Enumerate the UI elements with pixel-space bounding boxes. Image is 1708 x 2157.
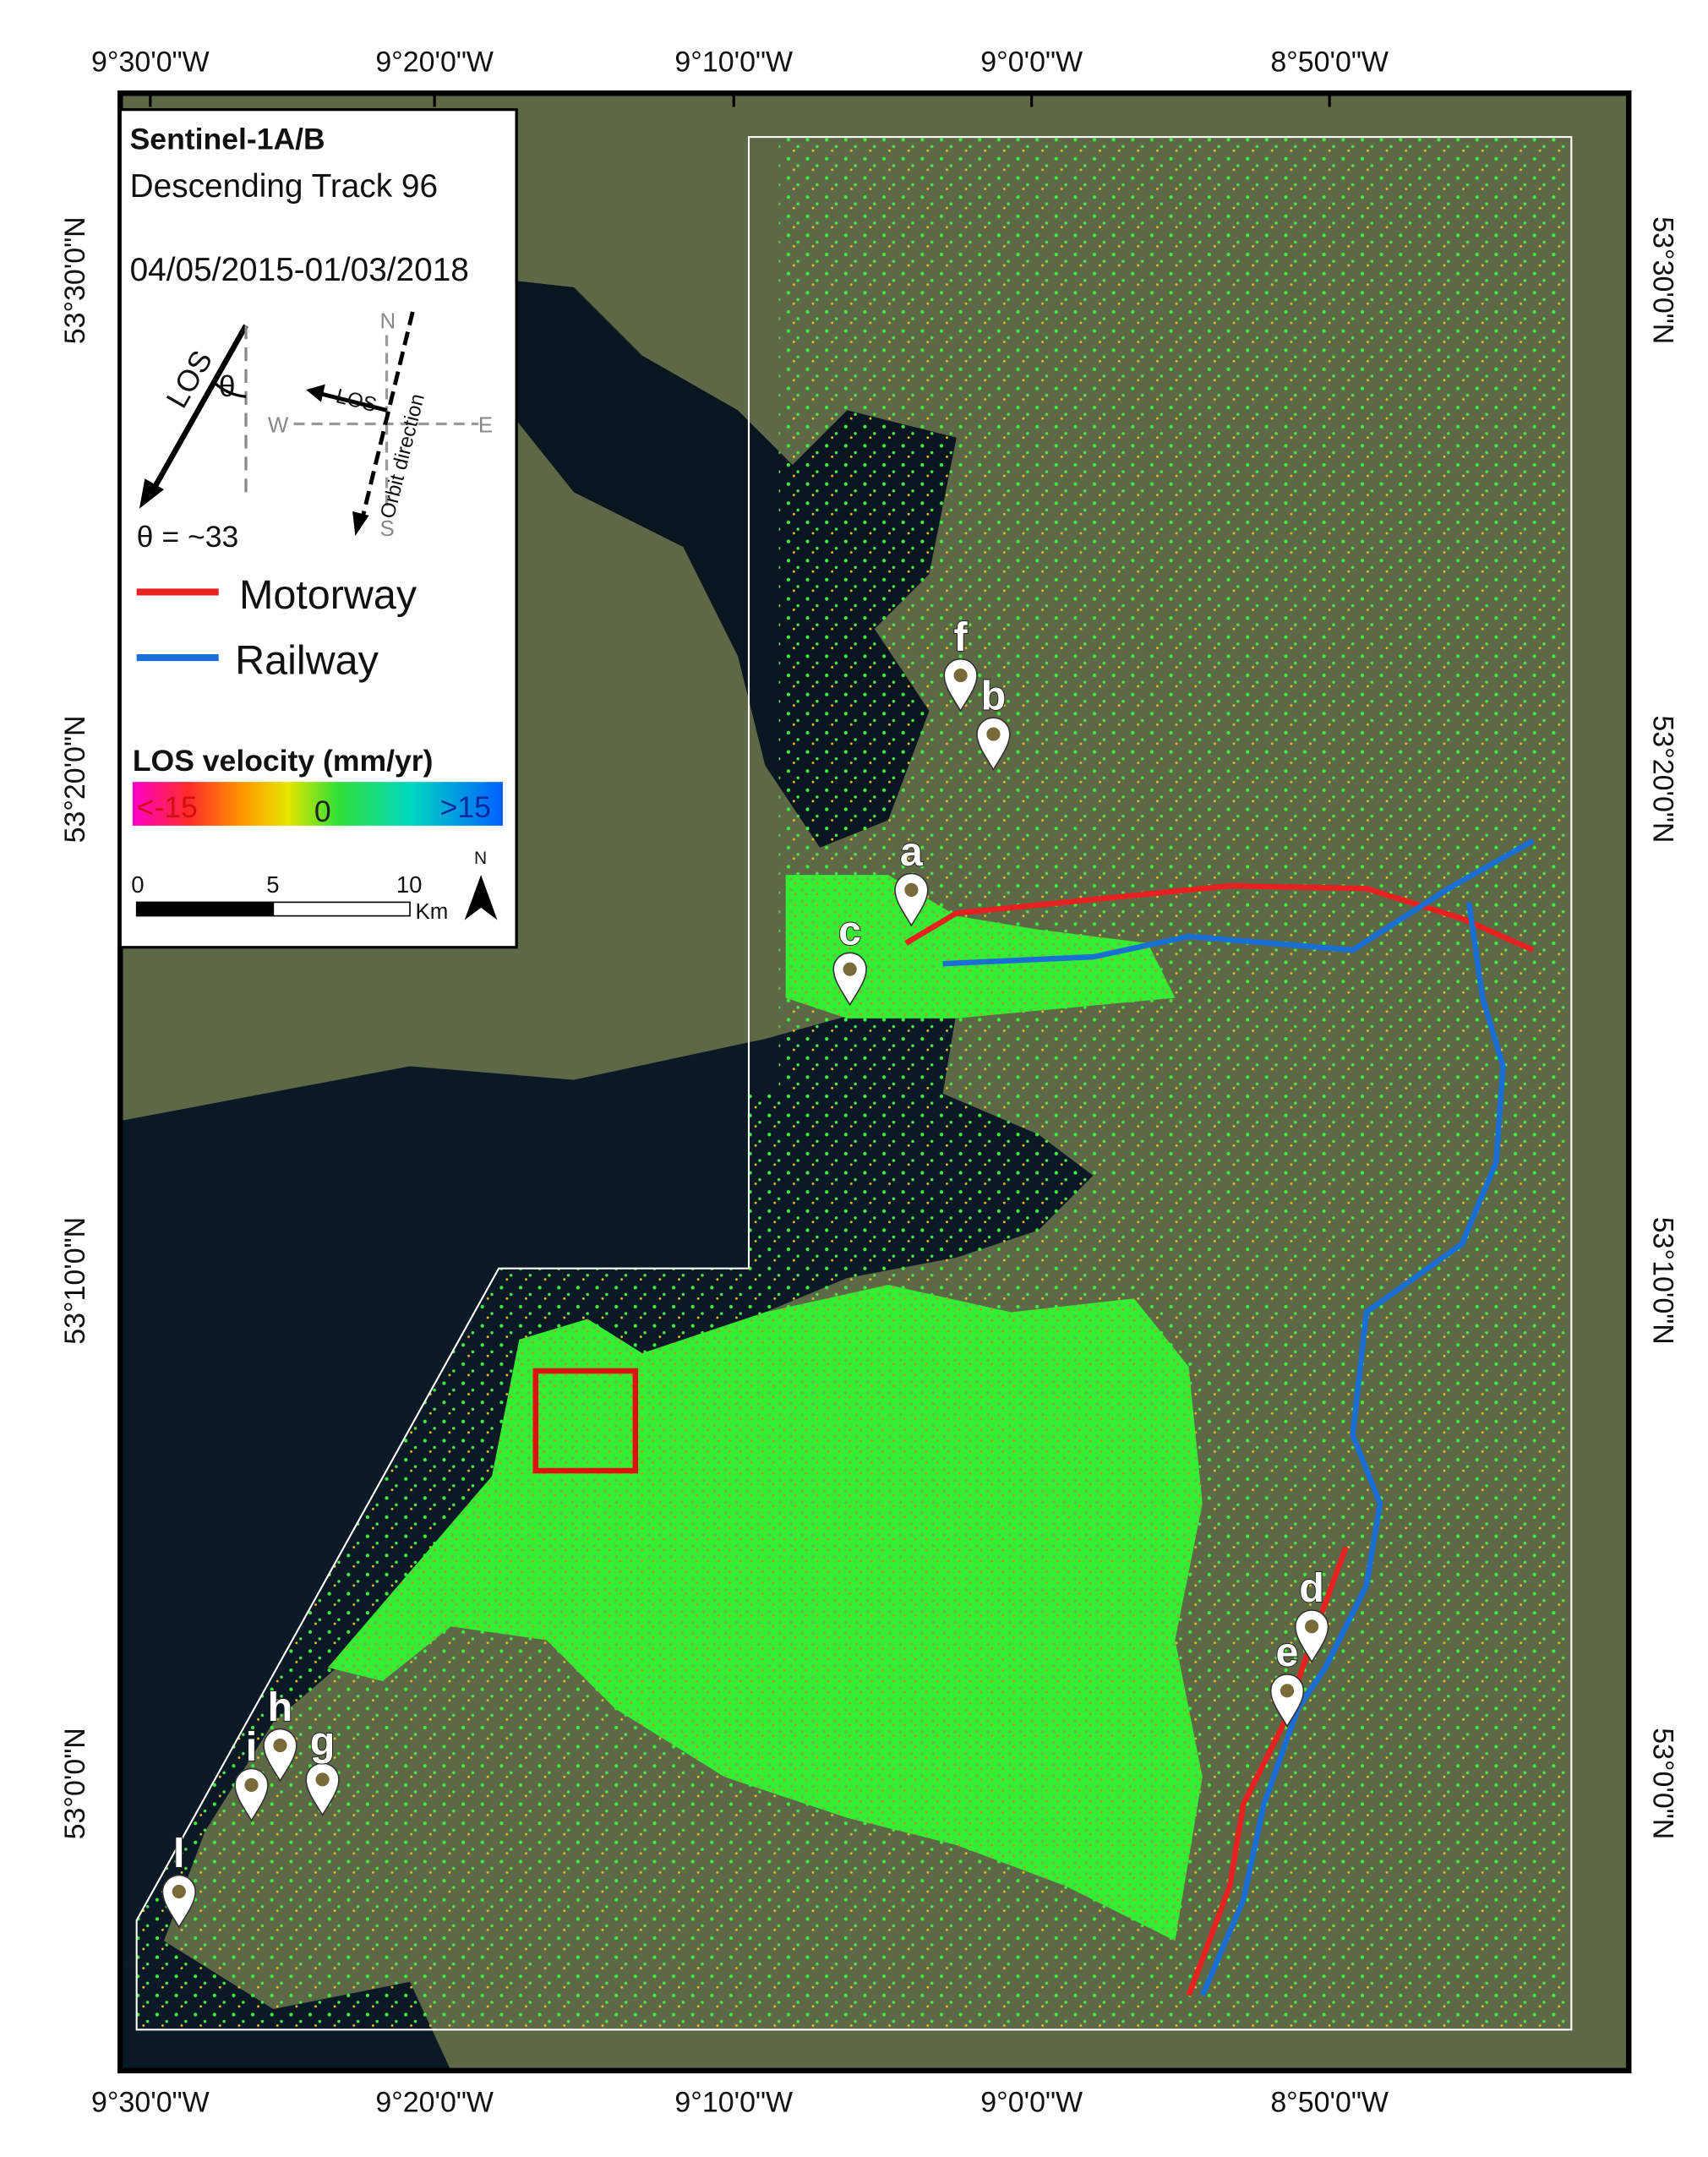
site-pin: [1269, 1674, 1305, 1728]
railway: [1199, 901, 1506, 1997]
site-pin: [832, 952, 867, 1007]
north-label: N: [474, 849, 487, 868]
scale-bar-white: [272, 901, 411, 917]
orbit-arrowhead: [352, 511, 369, 537]
velocity-max: >15: [440, 790, 491, 824]
lat-label-left: 53°30'0"N: [59, 216, 91, 344]
lat-label-right: 53°0'0"N: [1646, 1728, 1678, 1839]
site-pin-dot: [904, 882, 919, 897]
site-label: e: [1276, 1630, 1299, 1675]
orbit-arrow: [360, 311, 415, 521]
site-pin-dot: [315, 1772, 330, 1787]
velocity-min: <-15: [137, 790, 198, 824]
theta-symbol: θ: [219, 369, 236, 403]
theta-value: θ = ~33: [137, 520, 239, 554]
scale-unit: Km: [416, 900, 449, 924]
scale-0: 0: [131, 871, 144, 898]
map-frame: [117, 90, 1632, 2074]
railway: [942, 838, 1535, 967]
lon-label-bottom: 9°20'0"W: [375, 2086, 494, 2118]
lon-label-top: 9°20'0"W: [375, 46, 494, 78]
motorway-label: Motorway: [239, 572, 417, 618]
site-pin-dot: [1280, 1684, 1295, 1698]
site-label: c: [838, 909, 861, 954]
angle-arc: [213, 381, 247, 398]
site-markers: fb ac de hi g l: [161, 614, 1329, 1929]
compass-w: W: [268, 413, 289, 437]
los-arrowhead: [139, 478, 165, 509]
site-pin: [305, 1762, 340, 1817]
site-pin: [234, 1767, 269, 1822]
lon-label-top: 8°50'0"W: [1270, 46, 1389, 78]
lon-label-top: 9°0'0"W: [980, 46, 1083, 78]
site-pin-dot: [273, 1738, 287, 1753]
site-pin: [943, 658, 978, 713]
site-pin-dot: [172, 1884, 186, 1899]
site-pin-dot: [244, 1777, 259, 1792]
lon-label-top: 9°30'0"W: [91, 46, 210, 78]
legend-dates: 04/05/2015-01/03/2018: [130, 252, 469, 288]
site-label: a: [900, 829, 924, 875]
velocity-title: LOS velocity (mm/yr): [133, 744, 434, 778]
scale-bar-black: [135, 901, 275, 917]
lon-label-bottom: 9°30'0"W: [91, 2086, 210, 2118]
site-pin: [1294, 1609, 1329, 1663]
track-boundary: [135, 135, 1573, 2031]
scale-10: 10: [396, 871, 423, 898]
lat-label-right: 53°20'0"N: [1646, 715, 1678, 843]
los-compass-arrow: [320, 391, 388, 412]
site-label: l: [173, 1831, 184, 1876]
lat-label-left: 53°20'0"N: [59, 715, 91, 843]
lat-label-left: 53°0'0"N: [59, 1728, 91, 1839]
compass-s: S: [379, 517, 394, 541]
lat-label-left: 53°10'0"N: [59, 1217, 91, 1345]
site-label: g: [310, 1718, 336, 1764]
site-pin: [161, 1874, 197, 1929]
site-label: h: [268, 1685, 293, 1730]
legend: Sentinel-1A/B Descending Track 96 04/05/…: [118, 108, 518, 949]
site-pin-dot: [843, 962, 857, 976]
north-arrow: [464, 875, 498, 920]
velocity-bar: [132, 782, 503, 826]
legend-track: Descending Track 96: [130, 168, 438, 205]
site-pin: [894, 872, 929, 927]
compass-n: N: [379, 309, 396, 333]
site-pin: [976, 717, 1011, 772]
lon-label-bottom: 9°10'0"W: [674, 2086, 793, 2118]
lon-label-top: 9°10'0"W: [674, 46, 793, 78]
velocity-mid: 0: [314, 795, 331, 828]
site-label: i: [246, 1724, 257, 1770]
lon-label-bottom: 8°50'0"W: [1270, 2086, 1389, 2118]
site-label: f: [954, 614, 969, 660]
site-pin-dot: [953, 668, 968, 683]
lon-label-bottom: 9°0'0"W: [980, 2086, 1083, 2118]
los-compass-arrowhead: [306, 384, 325, 402]
coverage-dense: [328, 1285, 1203, 1941]
site-pin-dot: [1305, 1619, 1319, 1634]
site-pin: [263, 1728, 297, 1783]
legend-title: Sentinel-1A/B: [130, 123, 325, 156]
railway-label: Railway: [235, 637, 379, 683]
site-pin-dot: [986, 727, 1001, 741]
compass-e: E: [478, 413, 493, 437]
los-arrow: [148, 324, 248, 497]
scale-5: 5: [266, 871, 279, 898]
site-label: b: [981, 673, 1007, 718]
site-label: d: [1299, 1565, 1324, 1611]
motorway: [904, 882, 1535, 953]
lat-label-right: 53°10'0"N: [1646, 1217, 1678, 1345]
map-body: fb ac de hi g l: [120, 93, 1629, 2071]
lat-label-right: 53°30'0"N: [1646, 216, 1678, 344]
coverage-dense: [785, 875, 1176, 1018]
study-box: [532, 1368, 639, 1474]
graticule-labels: 9°30'0"W 9°30'0"W 9°20'0"W 9°20'0"W 9°10'0"W…: [59, 46, 1678, 2118]
